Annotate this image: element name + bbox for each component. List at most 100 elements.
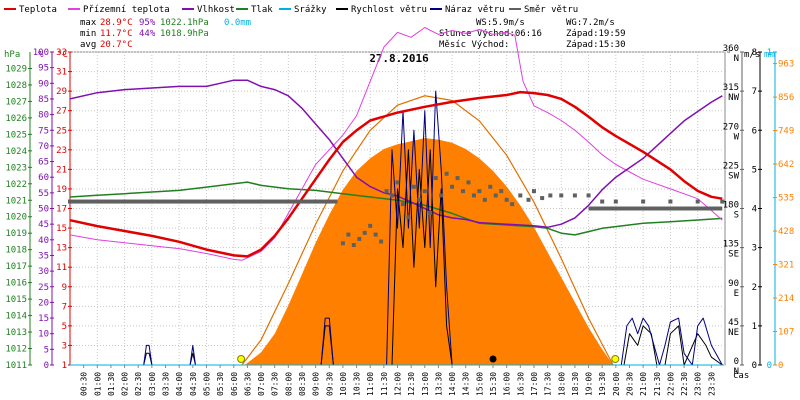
wind-axis-label: 3 <box>752 244 757 254</box>
temperature-axis-label: 3 <box>62 341 67 351</box>
solar-radiation-layer <box>241 95 614 366</box>
wind-gust-info: WG:7.2m/s <box>566 18 615 28</box>
wind-direction-point <box>586 193 591 198</box>
wind-direction-point <box>357 236 362 241</box>
solar-axis-label: 963 <box>778 60 794 70</box>
pressure-axis-label: 1015 <box>5 295 27 305</box>
humidity-axis-label: 5 <box>44 345 49 355</box>
wind-direction-point <box>482 197 487 202</box>
wind-direction-point <box>439 193 444 198</box>
x-tick-label: 12:00 <box>394 372 403 396</box>
humidity-axis-label: 85 <box>38 95 49 105</box>
humidity-axis-label: 90 <box>38 79 49 89</box>
stats-max-hum: 95% <box>139 18 156 28</box>
x-tick-label: 16:00 <box>503 372 512 396</box>
wind-direction-point <box>559 193 564 198</box>
legend-label: Srážky <box>294 5 327 15</box>
pressure-axis-label: 1023 <box>5 163 27 173</box>
pressure-axis-label: 1011 <box>5 361 27 371</box>
pressure-axis-label: 1022 <box>5 180 27 190</box>
solar-axis-label: 535 <box>778 194 794 204</box>
pressure-axis-label: 1029 <box>5 64 27 74</box>
wind-direction-point <box>450 184 455 189</box>
x-tick-label: 03:00 <box>148 372 157 396</box>
humidity-axis-label: 20 <box>38 298 49 308</box>
legend: Teplota Přízemní teplota Vlhkost Tlak Srážky… <box>4 5 578 15</box>
stats-avg-temp: 20.7°C <box>100 40 133 50</box>
wind-direction-point <box>540 196 545 201</box>
unit-ms: m/s <box>744 50 760 60</box>
pressure-axis-label: 1014 <box>5 312 27 322</box>
x-tick-label: 02:00 <box>121 372 130 396</box>
axes: 1011101210131014101510161017101810191020… <box>5 44 794 377</box>
x-tick-label: 04:30 <box>189 372 198 396</box>
x-tick-label: 14:30 <box>462 372 471 396</box>
moonrise-info: Měsíc Východ: <box>439 40 509 50</box>
wind-direction-point <box>613 199 618 204</box>
stats-max-label: max <box>80 18 97 28</box>
legend-label: Vlhkost <box>197 5 235 15</box>
x-tick-label: 01:30 <box>107 372 116 396</box>
x-tick-label: 19:00 <box>585 372 594 396</box>
x-tick-label: 06:00 <box>230 372 239 396</box>
wind-direction-point <box>400 202 405 207</box>
direction-axis-compass: NE <box>728 328 739 338</box>
pressure-axis-label: 1027 <box>5 97 27 107</box>
chart-date: 27.8.2016 <box>369 52 429 65</box>
wind-axis-label: 8 <box>752 48 757 58</box>
direction-axis-label: 90 <box>728 279 739 289</box>
temperature-axis-label: 7 <box>62 302 67 312</box>
rain-axis-label: 1 <box>767 48 772 58</box>
wind-axis-label: 0 <box>752 361 757 371</box>
wind-axis-label: 1 <box>752 322 757 332</box>
stats-avg-label: avg <box>80 40 96 50</box>
x-tick-label: 14:00 <box>448 372 457 396</box>
wind-direction-point <box>531 189 536 194</box>
pressure-axis-label: 1018 <box>5 246 27 256</box>
wind-direction-point <box>417 197 422 202</box>
wind-direction-point <box>488 184 493 189</box>
wind-direction-point <box>499 189 504 194</box>
legend-label: Tlak <box>251 5 273 15</box>
x-tick-label: 08:00 <box>284 372 293 396</box>
x-tick-label: 12:30 <box>407 372 416 396</box>
x-tick-label: 16:30 <box>516 372 525 396</box>
x-tick-label: 05:30 <box>216 372 225 396</box>
solar-axis-label: 856 <box>778 93 794 103</box>
wind-direction-point <box>346 232 351 237</box>
rain-axis-label: 0 <box>767 361 772 371</box>
humidity-axis-label: 95 <box>38 64 49 74</box>
wind-direction-point <box>600 199 605 204</box>
pressure-line <box>69 181 723 236</box>
x-tick-label: 23:00 <box>694 372 703 396</box>
wind-axis-label: 4 <box>752 205 757 215</box>
ground-temperature-line <box>69 27 723 261</box>
stats-max-rain: 0.0mm <box>224 18 251 28</box>
wind-direction-point <box>668 199 673 204</box>
legend-label: Náraz větru <box>445 5 505 15</box>
x-tick-label: 08:30 <box>298 372 307 396</box>
wind-direction-point <box>504 197 509 202</box>
x-tick-label: 18:30 <box>571 372 580 396</box>
wind-direction-point <box>720 199 725 204</box>
x-tick-label: 10:00 <box>339 372 348 396</box>
solar-axis-label: 321 <box>778 261 794 271</box>
direction-axis-label: 180 <box>723 201 739 211</box>
unit-cas: čas <box>733 370 749 381</box>
x-tick-label: 19:30 <box>598 372 607 396</box>
direction-axis-compass: NW <box>728 93 739 103</box>
wind-speed-info: WS:5.9m/s <box>476 18 525 28</box>
solar-axis-label: 642 <box>778 160 794 170</box>
wind-direction-point <box>466 180 471 185</box>
x-tick-label: 11:00 <box>366 372 375 396</box>
temperature-axis-label: 27 <box>56 107 67 117</box>
direction-axis-compass: N <box>734 54 739 64</box>
pressure-axis-label: 1016 <box>5 279 27 289</box>
wind-direction-point <box>493 193 498 198</box>
wind-direction-point <box>526 197 531 202</box>
pressure-axis-label: 1012 <box>5 345 27 355</box>
direction-axis-label: 135 <box>723 240 739 250</box>
direction-axis-label: 45 <box>728 318 739 328</box>
temperature-axis-label: 11 <box>56 263 67 273</box>
temperature-axis-label: 15 <box>56 224 67 234</box>
